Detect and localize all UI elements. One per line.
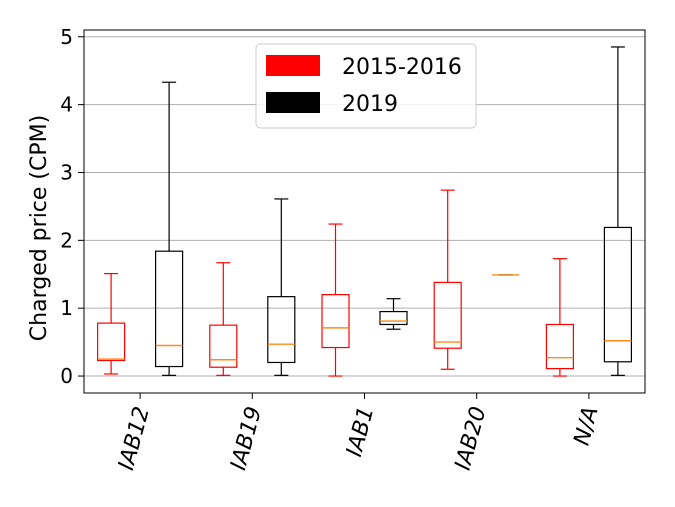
- box-iqr: [321, 294, 350, 349]
- box-iqr: [155, 250, 184, 368]
- legend-label-1: 2019: [342, 92, 398, 117]
- legend-label-0: 2015-2016: [342, 55, 462, 80]
- box-2019-IAB12: [155, 81, 184, 376]
- box-2015-2016-IAB12: [96, 272, 126, 375]
- y-tick-label-1: 1: [60, 296, 73, 320]
- legend-swatch-0: [266, 55, 320, 76]
- y-axis-label: Charged price (CPM): [27, 115, 52, 341]
- box-iqr: [545, 323, 575, 370]
- x-tick-label-1: IAB19: [226, 404, 267, 473]
- x-tick-label-4: N/A: [569, 404, 603, 448]
- boxes-layer: [96, 46, 633, 377]
- box-iqr: [96, 322, 126, 362]
- box-2019-IAB19: [267, 198, 296, 376]
- box-iqr: [209, 324, 238, 368]
- x-tick-label-3: IAB20: [451, 404, 492, 473]
- y-tick-label-0: 0: [60, 364, 73, 388]
- box-2015-2016-IAB20: [433, 189, 462, 370]
- y-tick-label-5: 5: [60, 25, 73, 49]
- y-tick-label-3: 3: [60, 160, 73, 184]
- legend-swatch-1: [266, 92, 320, 113]
- legend: 2015-2016 2019: [255, 43, 477, 129]
- box-2015-2016-IAB19: [209, 262, 238, 376]
- axes: 0 1 2 3 4 5 IAB12 IAB19 IAB1 IAB20 N/A: [60, 25, 646, 473]
- box-iqr: [433, 281, 462, 349]
- box-2015-2016-IAB1: [321, 223, 350, 377]
- y-tick-label-2: 2: [60, 228, 73, 252]
- plot-frame: [83, 29, 646, 394]
- x-tick-label-0: IAB12: [114, 404, 155, 473]
- box-iqr: [267, 296, 296, 364]
- x-tick-label-2: IAB1: [342, 404, 379, 459]
- box-2019-IAB1: [379, 298, 408, 330]
- box-2019-N/A: [603, 46, 633, 376]
- box-iqr: [603, 226, 633, 363]
- box-2015-2016-N/A: [545, 258, 575, 377]
- box-iqr: [379, 310, 408, 326]
- y-tick-label-4: 4: [60, 93, 73, 117]
